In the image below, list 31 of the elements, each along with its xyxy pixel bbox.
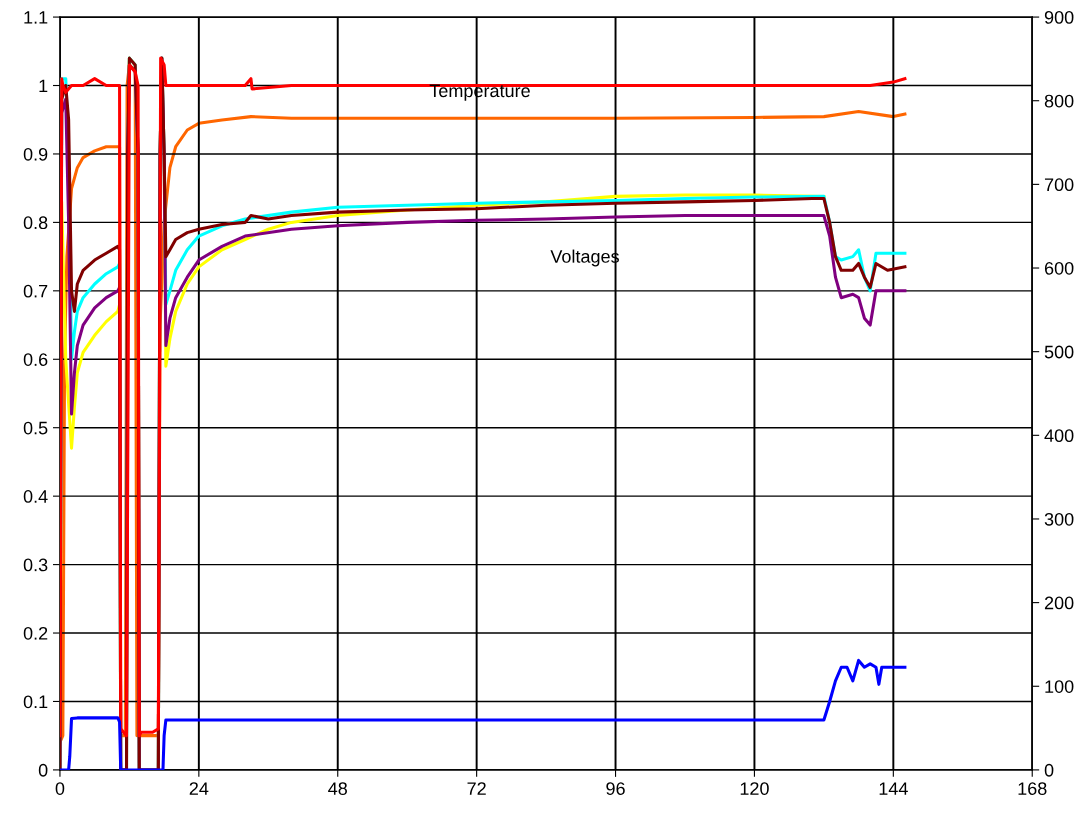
x-tick-label: 24	[189, 782, 209, 795]
x-tick-label: 48	[328, 782, 347, 795]
y-tick-label: 0.6	[23, 353, 48, 366]
x-tick-label: 144	[879, 782, 908, 795]
line-series	[59, 658, 907, 770]
y-tick-label: 0.8	[23, 216, 48, 230]
x-tick-label: 120	[740, 782, 769, 795]
y2-tick-label: 300	[1044, 512, 1074, 526]
y-tick-label: 1	[39, 79, 48, 93]
y-tick-label: 1.1	[24, 11, 48, 24]
y2-tick-label: 800	[1044, 94, 1074, 108]
x-tick-label: 96	[606, 782, 625, 795]
y2-tick-label: 700	[1044, 178, 1074, 192]
y-tick-label: 0.4	[23, 490, 48, 503]
y2-tick-label: 500	[1044, 345, 1074, 359]
y-tick-label: 0.7	[23, 284, 48, 298]
x-tick-label: 72	[467, 782, 486, 795]
y-tick-label: 0	[38, 763, 48, 777]
y2-tick-label: 0	[1044, 763, 1054, 777]
y-tick-label: 0.2	[23, 626, 48, 640]
y-tick-label: 0.1	[23, 695, 48, 709]
y2-tick-label: 100	[1045, 680, 1074, 693]
y-tick-label: 0.9	[23, 147, 48, 161]
x-tick-label: 168	[1018, 782, 1047, 795]
y-tick-label: 0.5	[23, 421, 48, 435]
x-tick-label: 0	[55, 782, 65, 795]
y2-tick-label: 400	[1044, 429, 1074, 443]
y-tick-label: 0.3	[23, 558, 48, 572]
y2-tick-label: 200	[1044, 596, 1074, 610]
y2-tick-label: 600	[1044, 261, 1074, 275]
y2-tick-label: 900	[1044, 11, 1074, 24]
